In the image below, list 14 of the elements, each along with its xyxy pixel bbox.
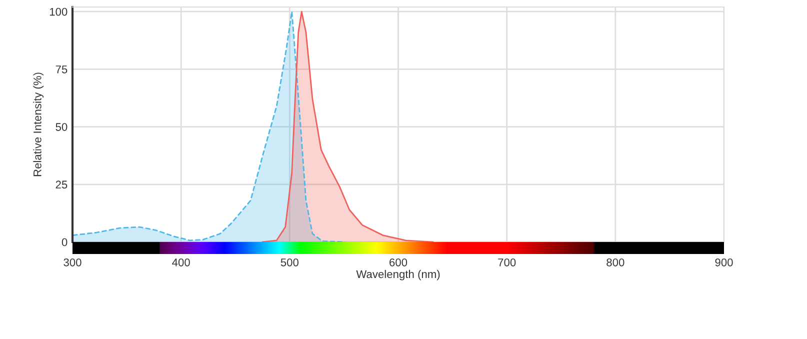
y-tick-label: 0 bbox=[62, 238, 68, 246]
x-tick-label: 700 bbox=[498, 258, 516, 266]
y-tick-label: 50 bbox=[56, 123, 68, 131]
x-tick-label: 600 bbox=[390, 258, 408, 266]
y-axis-title: Relative Intensity (%) bbox=[33, 72, 44, 176]
x-axis-title: Wavelength (nm) bbox=[356, 270, 440, 280]
x-tick-label: 800 bbox=[606, 258, 624, 266]
x-tick-label: 900 bbox=[715, 258, 733, 266]
y-tick-label: 75 bbox=[56, 66, 68, 74]
y-tick-label: 100 bbox=[50, 8, 68, 16]
y-tick-label: 25 bbox=[56, 180, 68, 189]
x-tick-label: 500 bbox=[280, 258, 298, 266]
x-tick-label: 400 bbox=[172, 258, 190, 266]
x-tick-label: 300 bbox=[64, 258, 82, 266]
